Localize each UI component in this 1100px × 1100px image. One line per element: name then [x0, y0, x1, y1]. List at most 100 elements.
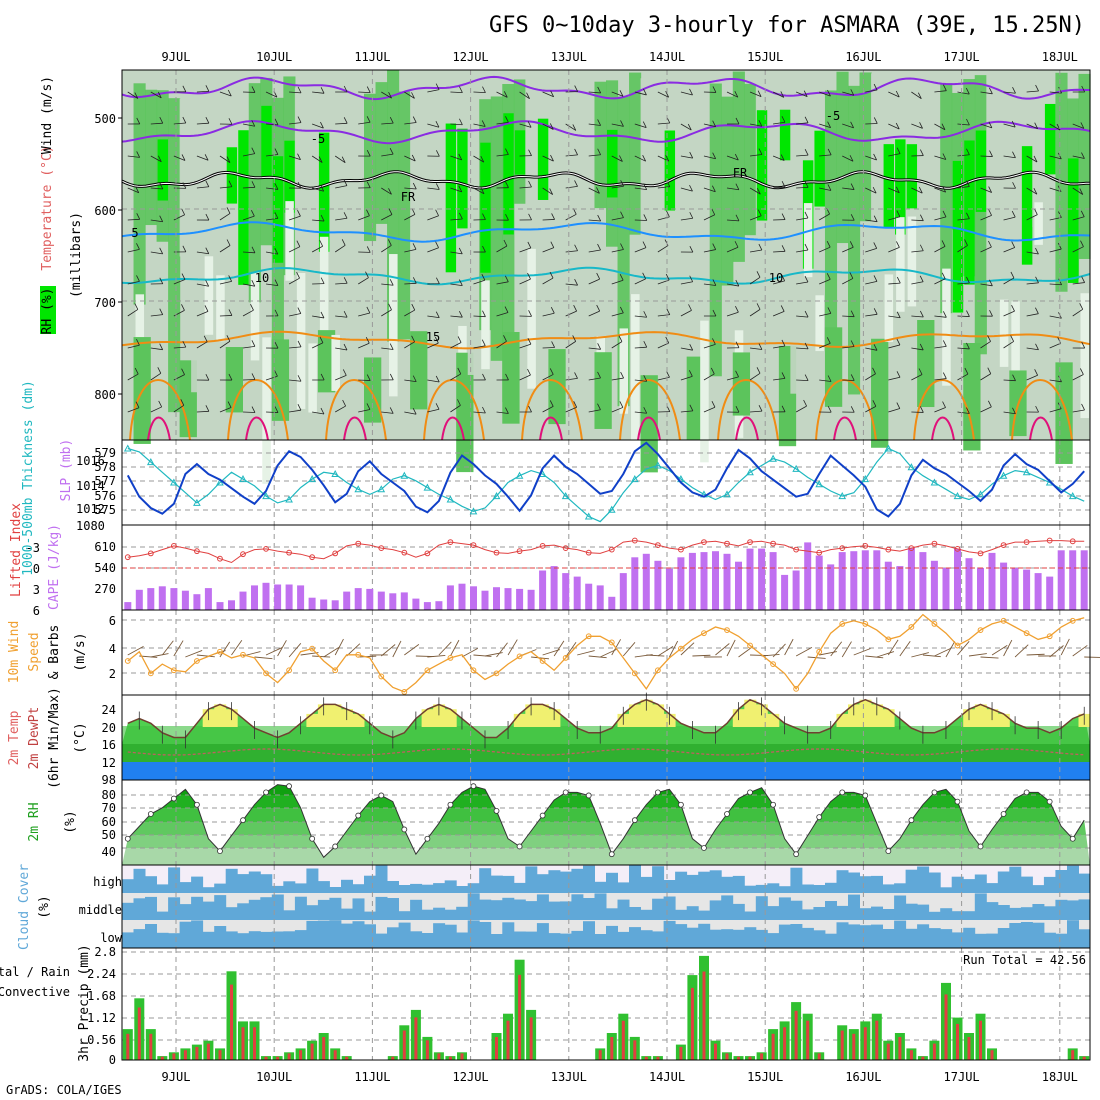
contour-arch-warm — [1029, 416, 1053, 441]
rh-point — [954, 798, 961, 805]
rh-shade-high — [756, 110, 768, 221]
day-label-bottom: 17JUL — [944, 1070, 980, 1084]
wind-barb — [1072, 187, 1084, 195]
wind-barb-flag — [482, 406, 486, 414]
cloud-bar — [294, 930, 307, 948]
cloud-bar — [1067, 865, 1079, 893]
precip-conv-bar — [495, 1037, 498, 1060]
cloud-bar — [686, 874, 699, 893]
wind10-barb — [1026, 653, 1045, 656]
li-line — [127, 540, 1085, 564]
rh-point — [1000, 811, 1007, 817]
wind-barb — [473, 411, 486, 414]
wind10-point — [931, 621, 938, 627]
wind-barb-flag — [804, 374, 809, 381]
wind-barb-flag — [549, 123, 554, 130]
contour-arch-warm — [441, 416, 465, 441]
wind-barb — [242, 379, 256, 381]
cloud-bar — [260, 897, 273, 920]
precip-conv-bar — [172, 1053, 176, 1060]
wind-barb — [150, 155, 162, 163]
wind-barb-flag — [251, 147, 256, 154]
wind-barb-flag — [757, 187, 761, 195]
li-point — [931, 540, 938, 547]
cloud-bar — [214, 895, 227, 920]
cloud-bar — [283, 881, 296, 893]
wind-barb-flag — [896, 210, 901, 217]
thickness-point — [654, 461, 662, 469]
rh-shade-dry — [308, 343, 317, 413]
wind10-barb — [841, 641, 852, 658]
wind-barb — [542, 312, 555, 317]
wind-barb-flag — [781, 274, 786, 282]
wind-barb — [496, 411, 509, 414]
wind-barb — [726, 187, 739, 191]
wind-barb — [680, 375, 693, 381]
wind-barb-flag — [643, 407, 648, 414]
wind-barb-flag — [228, 309, 233, 316]
precip-conv-bar — [276, 1056, 280, 1060]
wind-barb-flag — [411, 92, 415, 99]
cape-bar — [642, 553, 650, 610]
wind-barb — [749, 276, 761, 285]
li-point — [355, 540, 362, 547]
cloud-bar — [640, 876, 653, 893]
wind-barb — [196, 311, 209, 317]
wind-barb — [1003, 310, 1015, 317]
wind-barb-flag — [550, 90, 554, 97]
pressure-tick: 700 — [94, 296, 116, 310]
cloud-bar — [294, 883, 307, 893]
cloud-bar — [502, 875, 515, 893]
wind10-barb — [173, 640, 184, 657]
wind-barb-flag — [204, 305, 209, 312]
wind-barb-flag — [1080, 210, 1085, 217]
rh-point — [286, 783, 292, 790]
thickness-point — [239, 475, 247, 483]
wind-barb-flag — [1012, 407, 1016, 414]
wind-barb — [334, 245, 346, 253]
wind-barb-flag — [549, 188, 554, 195]
cloud-bar — [848, 894, 860, 920]
wind-barb — [127, 187, 139, 194]
wind-barb — [450, 283, 463, 286]
wind-barb-flag — [388, 208, 393, 215]
wind10-barb — [312, 655, 331, 658]
wind-barb-flag — [482, 86, 486, 93]
rh-shade-high — [457, 128, 468, 229]
cloud-bar — [248, 899, 261, 920]
wind-barb — [773, 345, 785, 349]
wind-barb-flag — [804, 342, 809, 350]
day-label-bottom: 10JUL — [256, 1070, 292, 1084]
wind-barb-flag — [712, 152, 716, 159]
cloud-bar — [410, 899, 423, 920]
wind-barb-flag — [758, 343, 763, 350]
wind10-barb — [887, 639, 899, 656]
thickness-point — [400, 471, 409, 479]
wind-barb-flag — [505, 407, 509, 414]
cloud-bar — [606, 925, 618, 948]
wind-barb — [1072, 282, 1085, 285]
wind-barb — [796, 249, 809, 253]
wind-barb-flag — [620, 211, 624, 218]
wind-barb — [749, 372, 761, 381]
wind-barb — [404, 282, 417, 285]
wind-barb — [842, 278, 854, 285]
contour-arch-warm — [833, 416, 857, 441]
contour-arch-warm — [147, 416, 171, 441]
wind-barb-flag — [1034, 369, 1039, 376]
cloud-bar — [329, 887, 342, 893]
wind10-point — [562, 655, 569, 661]
wind-barb-flag — [989, 87, 993, 95]
rh-shade-high — [952, 160, 964, 313]
wind-barb — [1003, 123, 1016, 128]
wind-barb — [219, 281, 232, 285]
wind-barb-flag — [712, 185, 716, 192]
cape-bar — [688, 552, 696, 610]
wind-barb-flag — [549, 368, 554, 375]
wind-barb — [565, 123, 577, 131]
wind-barb-flag — [1081, 276, 1085, 283]
precip-conv-bar — [737, 1056, 740, 1060]
day-labels-top: 9JUL 10JUL 11JUL 12JUL 13JUL 14JUL 15JUL 16JUL 1… — [162, 50, 1078, 64]
wind-barb-flag — [459, 212, 463, 220]
wind-barb-flag — [1080, 240, 1084, 247]
